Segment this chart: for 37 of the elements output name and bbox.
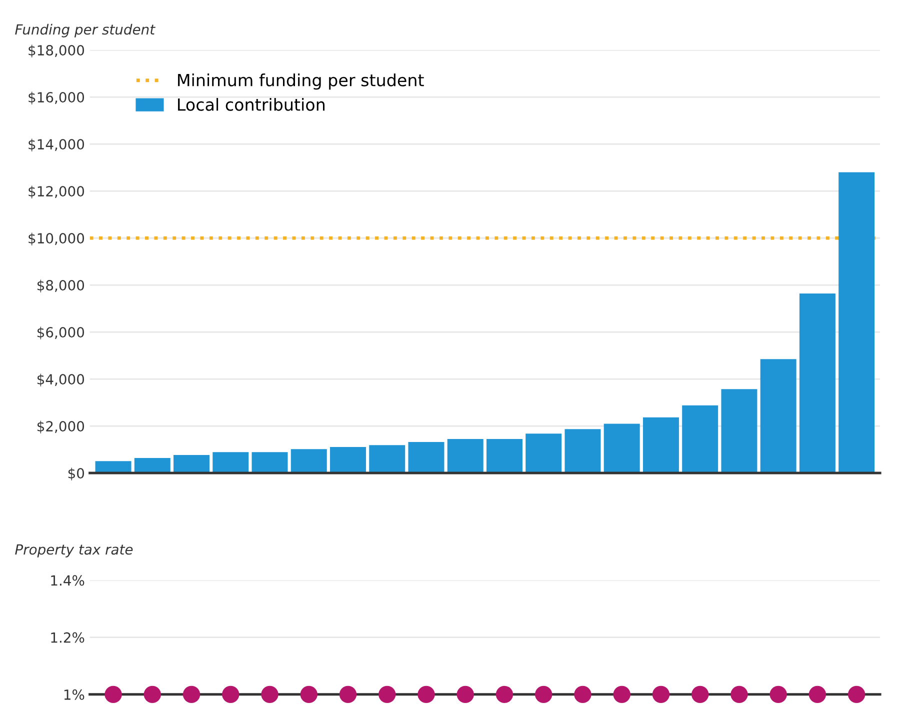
bar — [290, 449, 327, 474]
y-tick-label: $14,000 — [28, 138, 84, 152]
bar — [642, 417, 679, 474]
bar — [486, 438, 522, 474]
bar — [838, 172, 875, 474]
y-tick-label: $16,000 — [28, 92, 84, 104]
y-tick-label: 1.2% — [51, 632, 84, 643]
bar — [95, 461, 132, 474]
bar — [447, 438, 484, 474]
bar — [369, 445, 406, 474]
legend-label: Minimum funding per student — [178, 74, 424, 90]
y-tick-label: $2,000 — [37, 420, 84, 434]
bar — [721, 389, 758, 474]
bar — [564, 429, 601, 474]
bar — [134, 458, 170, 474]
bar — [760, 359, 796, 474]
y-axis-title: Funding per student — [15, 24, 156, 38]
bar — [252, 452, 288, 474]
bar — [408, 442, 444, 474]
y-tick-label: $6,000 — [37, 326, 84, 340]
bar — [212, 452, 249, 474]
y-tick-label: $8,000 — [37, 280, 84, 292]
bar — [682, 405, 718, 474]
legend-label: Local contribution — [178, 98, 324, 111]
y-tick-label: 1.4% — [51, 575, 84, 586]
y-tick-label: 1% — [64, 689, 84, 700]
y-tick-label: $4,000 — [37, 374, 84, 386]
y-axis-title: Property tax rate — [15, 544, 133, 558]
y-tick-label: $0 — [68, 468, 84, 480]
y-tick-label: $18,000 — [28, 44, 84, 58]
y-tick-label: $12,000 — [28, 186, 84, 198]
bar — [526, 434, 562, 474]
bar — [174, 454, 210, 474]
bar — [330, 446, 366, 474]
y-tick-label: $10,000 — [28, 232, 84, 246]
bar — [604, 424, 640, 474]
bar — [799, 294, 836, 474]
